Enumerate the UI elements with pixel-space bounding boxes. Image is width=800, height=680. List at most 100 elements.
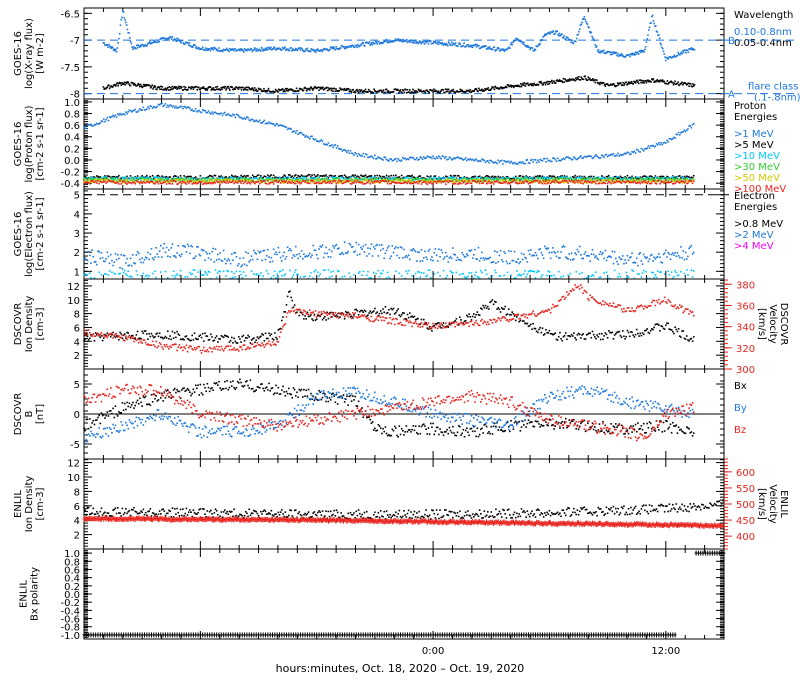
data-point bbox=[661, 180, 664, 183]
data-point bbox=[537, 84, 540, 86]
data-point bbox=[116, 178, 119, 181]
data-point bbox=[476, 181, 479, 183]
data-point bbox=[235, 113, 238, 116]
data-point bbox=[658, 79, 660, 82]
data-point bbox=[621, 54, 624, 56]
data-point bbox=[318, 89, 320, 92]
data-point bbox=[556, 157, 559, 160]
data-point bbox=[493, 178, 496, 180]
data-point bbox=[363, 155, 366, 158]
data-point bbox=[369, 90, 372, 93]
data-point bbox=[519, 174, 522, 177]
data-point bbox=[617, 180, 619, 183]
data-point bbox=[370, 155, 373, 157]
data-point bbox=[661, 46, 663, 49]
data-point bbox=[111, 180, 113, 183]
data-point bbox=[598, 181, 601, 184]
data-point bbox=[171, 179, 174, 182]
data-point bbox=[201, 46, 204, 49]
data-point bbox=[655, 143, 658, 145]
data-point bbox=[276, 178, 278, 181]
data-point bbox=[287, 90, 289, 92]
data-point bbox=[596, 176, 598, 179]
data-point bbox=[148, 182, 150, 184]
data-point bbox=[553, 179, 555, 182]
data-point bbox=[260, 88, 262, 91]
data-point bbox=[251, 174, 254, 177]
data-point bbox=[672, 137, 674, 140]
data-point bbox=[292, 130, 295, 133]
data-point bbox=[359, 90, 361, 93]
data-point bbox=[682, 180, 685, 183]
data-point bbox=[469, 178, 472, 181]
data-point bbox=[409, 41, 411, 43]
data-point bbox=[497, 87, 500, 89]
data-point bbox=[471, 179, 474, 182]
data-point bbox=[281, 124, 283, 127]
data-point bbox=[431, 180, 433, 182]
data-point bbox=[658, 37, 661, 40]
data-point bbox=[192, 180, 195, 183]
data-point bbox=[177, 179, 180, 182]
data-point bbox=[638, 180, 640, 182]
data-point bbox=[321, 177, 324, 180]
data-point bbox=[361, 155, 363, 157]
data-point bbox=[241, 117, 244, 120]
data-point bbox=[486, 175, 489, 177]
data-point bbox=[405, 88, 407, 91]
data-point bbox=[122, 113, 125, 115]
data-point bbox=[293, 180, 296, 183]
data-point bbox=[331, 144, 333, 146]
data-point bbox=[406, 179, 409, 181]
data-point bbox=[207, 87, 209, 89]
data-point bbox=[296, 129, 298, 132]
data-point bbox=[130, 111, 133, 113]
data-point bbox=[520, 177, 523, 180]
data-point bbox=[315, 87, 318, 90]
data-point bbox=[468, 180, 470, 182]
data-point bbox=[256, 120, 259, 123]
data-point bbox=[297, 177, 299, 180]
data-point bbox=[116, 47, 119, 49]
data-point bbox=[440, 157, 443, 160]
data-point bbox=[345, 180, 347, 183]
data-point bbox=[348, 175, 351, 178]
data-point bbox=[106, 181, 109, 183]
data-point bbox=[588, 78, 590, 81]
data-point bbox=[220, 180, 223, 183]
data-point bbox=[192, 44, 195, 47]
data-point bbox=[234, 116, 237, 119]
data-point bbox=[410, 39, 413, 42]
data-point bbox=[385, 158, 388, 161]
data-point bbox=[312, 179, 315, 181]
data-point bbox=[222, 179, 225, 181]
data-point bbox=[358, 88, 361, 91]
data-point bbox=[354, 180, 356, 182]
data-point bbox=[678, 182, 681, 184]
data-point bbox=[645, 41, 648, 43]
data-point bbox=[255, 181, 258, 183]
data-point bbox=[485, 174, 488, 177]
data-point bbox=[211, 48, 213, 50]
data-point bbox=[570, 41, 572, 44]
data-point bbox=[460, 157, 462, 159]
data-point bbox=[588, 155, 590, 157]
data-point bbox=[557, 182, 560, 184]
data-point bbox=[433, 180, 436, 183]
data-point bbox=[147, 106, 149, 108]
data-point bbox=[608, 177, 610, 179]
data-point bbox=[672, 179, 674, 182]
data-point bbox=[569, 38, 572, 41]
data-point bbox=[210, 113, 212, 115]
data-point bbox=[436, 157, 439, 159]
data-point bbox=[627, 180, 630, 183]
data-point bbox=[272, 180, 275, 182]
data-point bbox=[179, 178, 182, 181]
data-point bbox=[418, 179, 420, 182]
data-point bbox=[133, 178, 135, 181]
data-point bbox=[500, 159, 503, 162]
data-point bbox=[616, 82, 619, 84]
data-point bbox=[170, 38, 173, 40]
data-point bbox=[146, 177, 148, 180]
data-point bbox=[657, 80, 659, 83]
